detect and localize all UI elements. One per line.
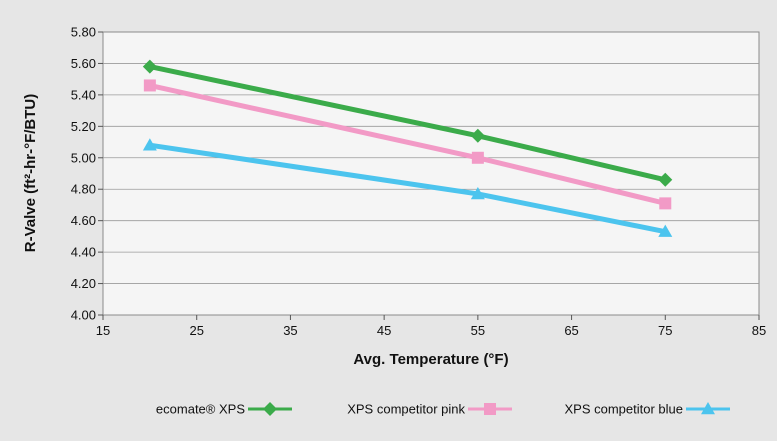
x-tick-label: 85 bbox=[752, 323, 766, 338]
x-tick-label: 75 bbox=[658, 323, 672, 338]
x-tick-label: 55 bbox=[471, 323, 485, 338]
legend-swatch-marker bbox=[484, 403, 496, 415]
y-tick-label: 5.20 bbox=[71, 119, 96, 134]
legend: ecomate® XPS XPS competitor pink XPS compe… bbox=[156, 402, 730, 417]
y-tick-label: 5.00 bbox=[71, 150, 96, 165]
data-point bbox=[658, 172, 673, 187]
y-tick-label: 5.40 bbox=[71, 87, 96, 102]
data-point bbox=[659, 197, 672, 210]
legend-swatch-marker bbox=[701, 402, 715, 415]
x-tick-label: 35 bbox=[283, 323, 297, 338]
data-point bbox=[142, 138, 157, 151]
data-point bbox=[658, 224, 673, 237]
y-tick-label: 4.40 bbox=[71, 245, 96, 260]
y-tick-label: 4.00 bbox=[71, 308, 96, 323]
data-point bbox=[470, 186, 485, 200]
x-axis-title: Avg. Temperature (°F) bbox=[353, 351, 508, 368]
plot-area bbox=[102, 31, 760, 316]
y-tick-label: 5.60 bbox=[71, 56, 96, 71]
legend-label: ecomate® XPS bbox=[156, 402, 245, 417]
x-tick-label: 65 bbox=[564, 323, 578, 338]
x-tick-label: 45 bbox=[377, 323, 391, 338]
y-tick-label: 4.80 bbox=[71, 182, 96, 197]
y-tick-label: 4.20 bbox=[71, 276, 96, 291]
legend-label: XPS competitor blue bbox=[564, 402, 683, 417]
axes: 4.00 4.20 4.40 4.60 4.80 5.00 5.20 5.40 5.60 5.80… bbox=[71, 25, 767, 339]
y-tick-label: 4.60 bbox=[71, 213, 96, 228]
data-point bbox=[470, 128, 485, 143]
legend-swatch-marker bbox=[263, 402, 277, 416]
x-tick-label: 15 bbox=[96, 323, 110, 338]
series-markers bbox=[142, 59, 673, 237]
y-axis-title: R-Valve (ft²-hr-°F/BTU) bbox=[22, 94, 39, 253]
legend-label: XPS competitor pink bbox=[347, 402, 465, 417]
y-tick-label: 5.80 bbox=[71, 25, 96, 40]
x-tick-label: 25 bbox=[189, 323, 203, 338]
data-point bbox=[142, 59, 157, 74]
data-point bbox=[143, 79, 156, 92]
data-point bbox=[471, 151, 484, 164]
